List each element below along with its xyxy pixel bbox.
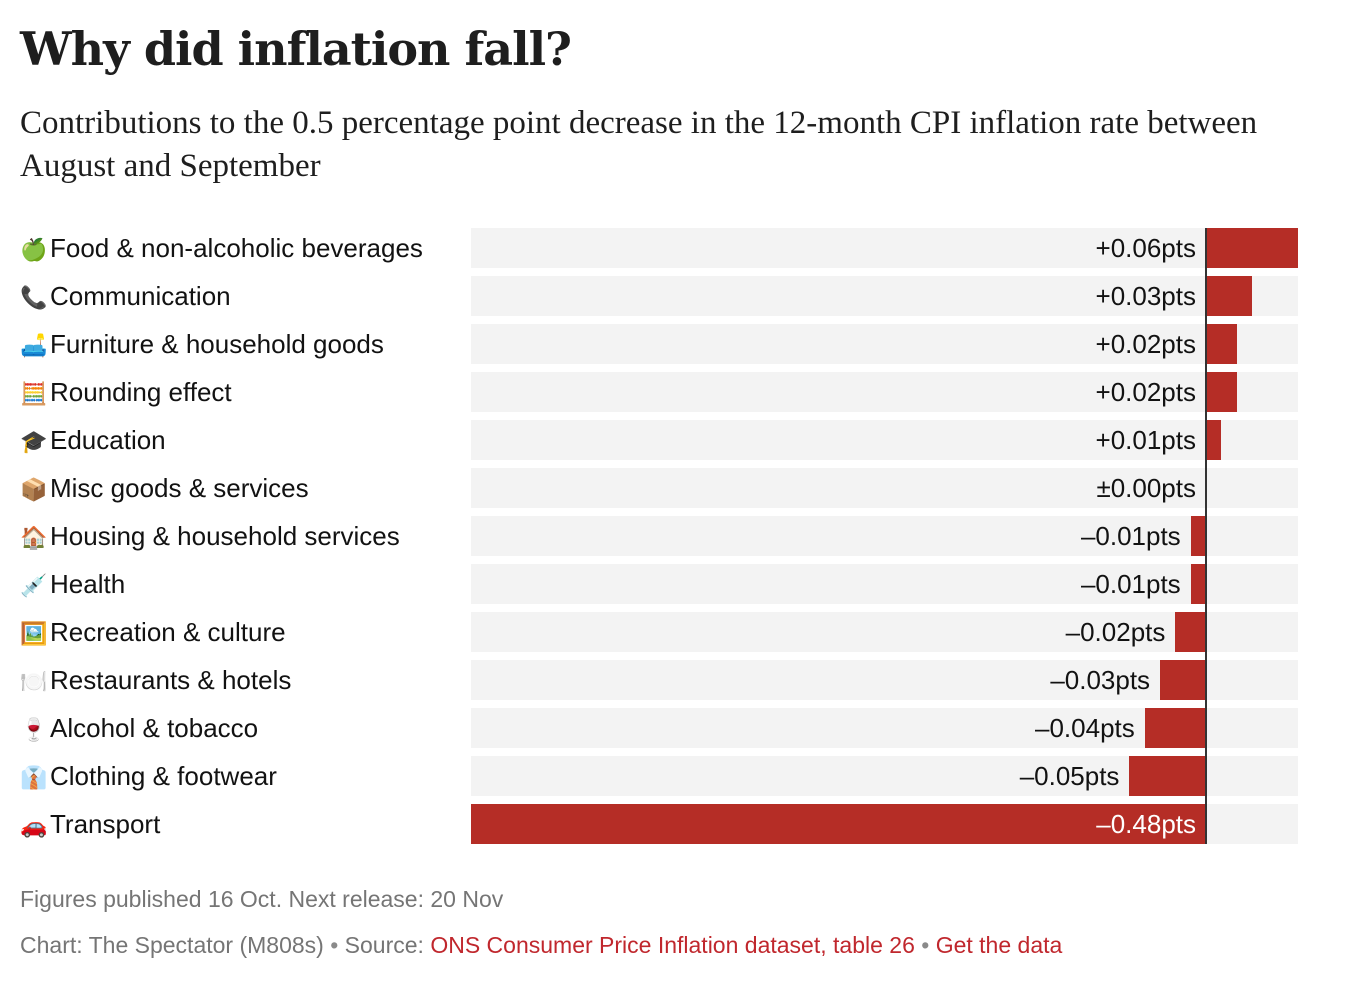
zero-axis-line bbox=[1205, 228, 1207, 844]
value-label: +0.06pts bbox=[1095, 233, 1196, 263]
category-name: Housing & household services bbox=[50, 521, 400, 551]
value-label: –0.02pts bbox=[1065, 617, 1166, 647]
automobile-icon: 🚗 bbox=[20, 813, 48, 838]
syringe-icon: 💉 bbox=[20, 573, 48, 598]
bar bbox=[1160, 660, 1206, 700]
telephone-receiver-icon: 📞 bbox=[20, 285, 48, 310]
value-label: +0.02pts bbox=[1095, 329, 1196, 359]
value-label: –0.05pts bbox=[1019, 761, 1120, 791]
necktie-icon: 👔 bbox=[20, 765, 48, 790]
category-label: 📞Communication bbox=[20, 276, 231, 316]
category-name: Education bbox=[50, 425, 166, 455]
publication-note: Figures published 16 Oct. Next release: … bbox=[20, 886, 504, 912]
category-name: Recreation & culture bbox=[50, 617, 286, 647]
value-label: –0.01pts bbox=[1080, 569, 1181, 599]
bar bbox=[1206, 420, 1222, 460]
category-name: Rounding effect bbox=[50, 377, 232, 407]
category-label: 🎓Education bbox=[20, 420, 166, 460]
value-label: –0.03pts bbox=[1050, 665, 1151, 695]
row-background bbox=[471, 564, 1298, 604]
category-label: 🛋️Furniture & household goods bbox=[20, 324, 384, 364]
value-label: –0.01pts bbox=[1080, 521, 1181, 551]
abacus-icon: 🧮 bbox=[20, 381, 48, 406]
category-label: 📦Misc goods & services bbox=[20, 468, 309, 508]
package-icon: 📦 bbox=[20, 477, 48, 502]
row-background bbox=[471, 420, 1298, 460]
couch-and-lamp-icon: 🛋️ bbox=[20, 333, 48, 358]
credits-line: Chart: The Spectator (M808s) • Source: O… bbox=[20, 932, 1062, 959]
category-label: 🚗Transport bbox=[20, 804, 160, 844]
value-label: +0.01pts bbox=[1095, 425, 1196, 455]
value-label: +0.02pts bbox=[1095, 377, 1196, 407]
chart-title: Why did inflation fall? bbox=[20, 22, 572, 76]
category-label: 🍏Food & non-alcoholic beverages bbox=[20, 228, 423, 268]
value-label: ±0.00pts bbox=[1096, 473, 1196, 503]
category-label: 🍷Alcohol & tobacco bbox=[20, 708, 258, 748]
category-name: Communication bbox=[50, 281, 231, 311]
category-name: Food & non-alcoholic beverages bbox=[50, 233, 423, 263]
category-name: Clothing & footwear bbox=[50, 761, 277, 791]
framed-picture-icon: 🖼️ bbox=[20, 621, 48, 646]
bar bbox=[471, 804, 1206, 844]
separator-dot: • bbox=[330, 932, 339, 958]
category-label: 🏠Housing & household services bbox=[20, 516, 400, 556]
category-label: 🍽️Restaurants & hotels bbox=[20, 660, 291, 700]
value-label: –0.48pts bbox=[1096, 809, 1196, 839]
row-background bbox=[471, 372, 1298, 412]
bar bbox=[1129, 756, 1206, 796]
row-background bbox=[471, 612, 1298, 652]
category-name: Furniture & household goods bbox=[50, 329, 384, 359]
category-name: Health bbox=[50, 569, 126, 599]
house-icon: 🏠 bbox=[20, 525, 48, 550]
row-background bbox=[471, 468, 1298, 508]
get-the-data-link[interactable]: Get the data bbox=[935, 932, 1063, 958]
row-background bbox=[471, 276, 1298, 316]
category-name: Restaurants & hotels bbox=[50, 665, 292, 695]
category-label: 🧮Rounding effect bbox=[20, 372, 232, 412]
graduation-cap-icon: 🎓 bbox=[20, 429, 48, 454]
chart-subtitle: Contributions to the 0.5 percentage poin… bbox=[20, 105, 1258, 184]
source-label: Source: bbox=[344, 932, 424, 958]
bar bbox=[1190, 564, 1206, 604]
bar bbox=[1175, 612, 1206, 652]
chart-credit: Chart: The Spectator (M808s) bbox=[20, 932, 324, 958]
bar-chart: 🍏Food & non-alcoholic beverages +0.06pts 📞… bbox=[20, 228, 1298, 844]
category-name: Transport bbox=[50, 809, 161, 839]
bar bbox=[1206, 276, 1252, 316]
category-name: Alcohol & tobacco bbox=[50, 713, 259, 743]
fork-and-knife-with-plate-icon: 🍽️ bbox=[20, 669, 48, 694]
category-label: 💉Health bbox=[20, 564, 125, 604]
value-label: –0.04pts bbox=[1035, 713, 1135, 743]
bar bbox=[1206, 324, 1237, 364]
bar bbox=[1206, 372, 1237, 412]
category-name: Misc goods & services bbox=[50, 473, 309, 503]
value-label: +0.03pts bbox=[1095, 281, 1196, 311]
row-background bbox=[471, 516, 1298, 556]
row-background bbox=[471, 324, 1298, 364]
green-apple-icon: 🍏 bbox=[20, 237, 48, 262]
category-label: 👔Clothing & footwear bbox=[20, 756, 277, 796]
category-label: 🖼️Recreation & culture bbox=[20, 612, 286, 652]
row-background bbox=[471, 228, 1298, 268]
bar bbox=[1190, 516, 1206, 556]
bar bbox=[1206, 228, 1298, 268]
separator-dot: • bbox=[921, 932, 930, 958]
wine-glass-icon: 🍷 bbox=[20, 717, 48, 742]
bar bbox=[1144, 708, 1206, 748]
source-link[interactable]: ONS Consumer Price Inflation dataset, ta… bbox=[430, 932, 915, 958]
